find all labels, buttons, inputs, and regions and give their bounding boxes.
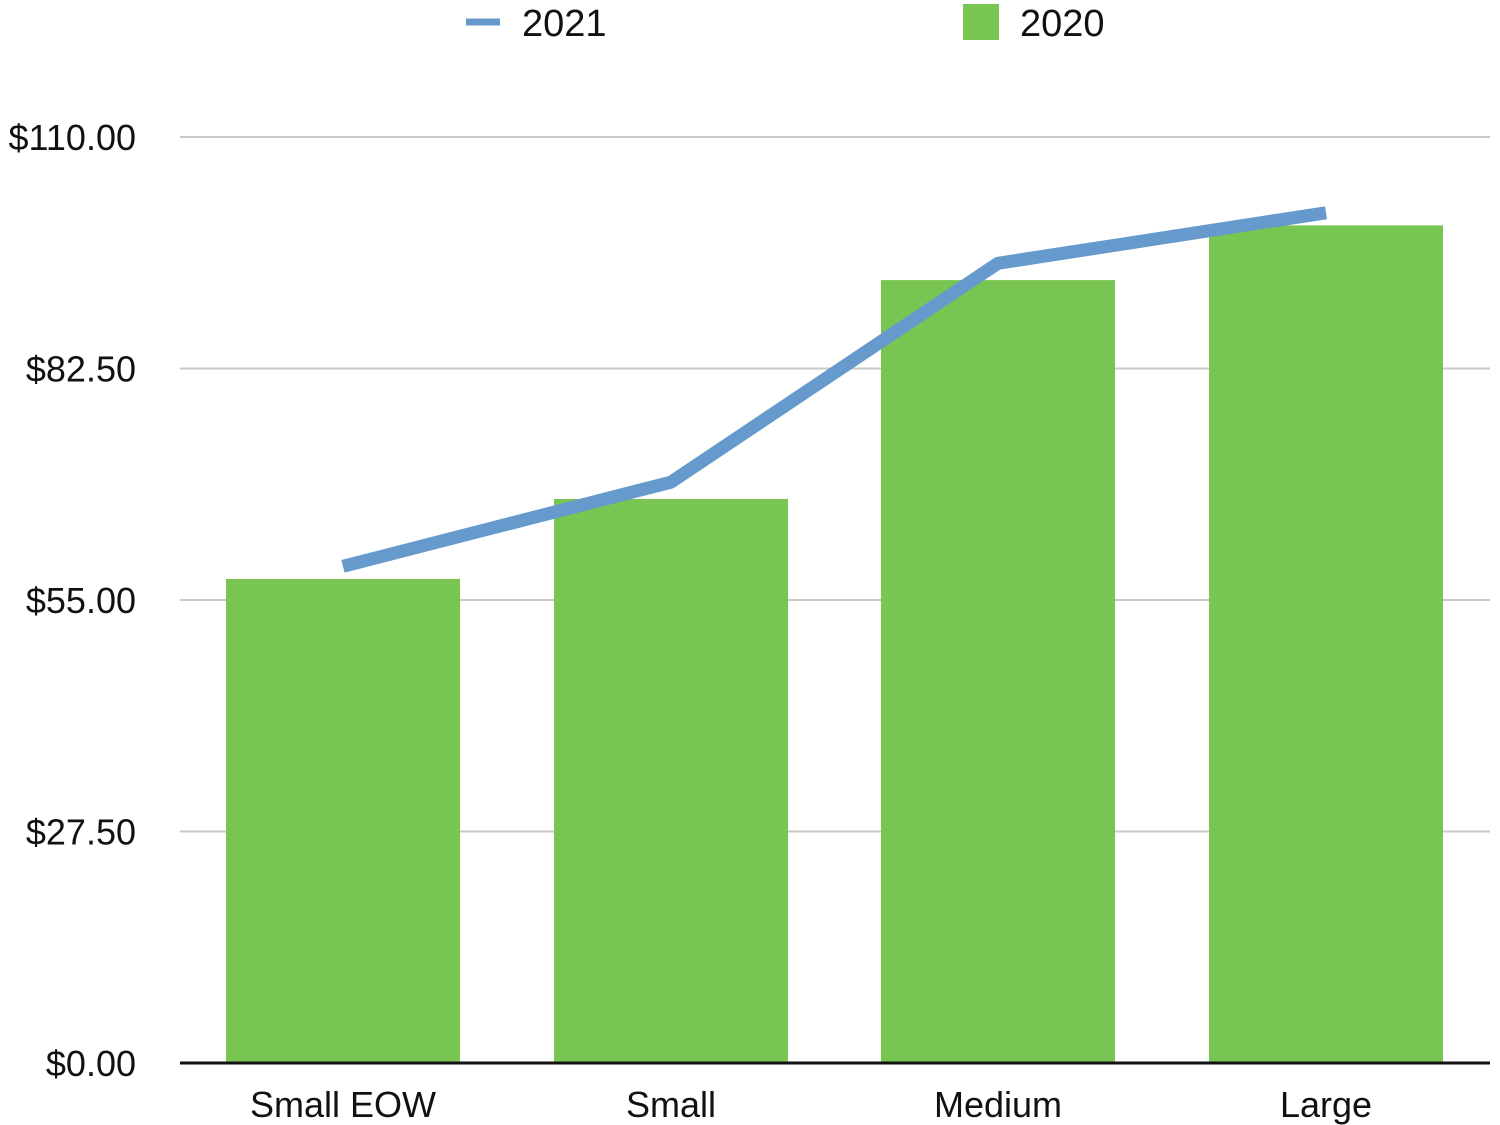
x-tick-label: Large — [1280, 1084, 1372, 1125]
bars-2020 — [226, 225, 1443, 1063]
y-tick-label: $0.00 — [46, 1043, 136, 1084]
line-2021-path — [341, 206, 1327, 573]
legend-label-2021: 2021 — [522, 3, 607, 45]
bar-2020-2 — [881, 280, 1115, 1063]
y-tick-label: $55.00 — [26, 580, 136, 621]
legend: 2021 2020 — [466, 3, 1105, 45]
y-tick-label: $82.50 — [26, 349, 136, 390]
line-2021-point-1 — [670, 481, 672, 483]
bar-2020-3 — [1209, 225, 1443, 1063]
line-2021-point-3 — [1325, 212, 1327, 214]
bar-2020-1 — [554, 498, 788, 1063]
bar-2020-0 — [226, 578, 460, 1063]
legend-label-2020: 2020 — [1020, 3, 1105, 45]
y-tick-label: $27.50 — [26, 812, 136, 853]
legend-swatch-2020 — [963, 4, 999, 40]
axes: $0.00 $27.50 $55.00 $82.50 $110.00 Small EOW S… — [9, 117, 1490, 1125]
x-tick-label: Medium — [934, 1084, 1062, 1125]
x-tick-label: Small EOW — [250, 1084, 436, 1125]
line-2021 — [341, 206, 1327, 573]
y-tick-label: $110.00 — [9, 117, 136, 158]
line-2021-point-2 — [997, 262, 999, 264]
x-tick-label: Small — [626, 1084, 716, 1125]
line-2021-point-0 — [342, 565, 344, 567]
